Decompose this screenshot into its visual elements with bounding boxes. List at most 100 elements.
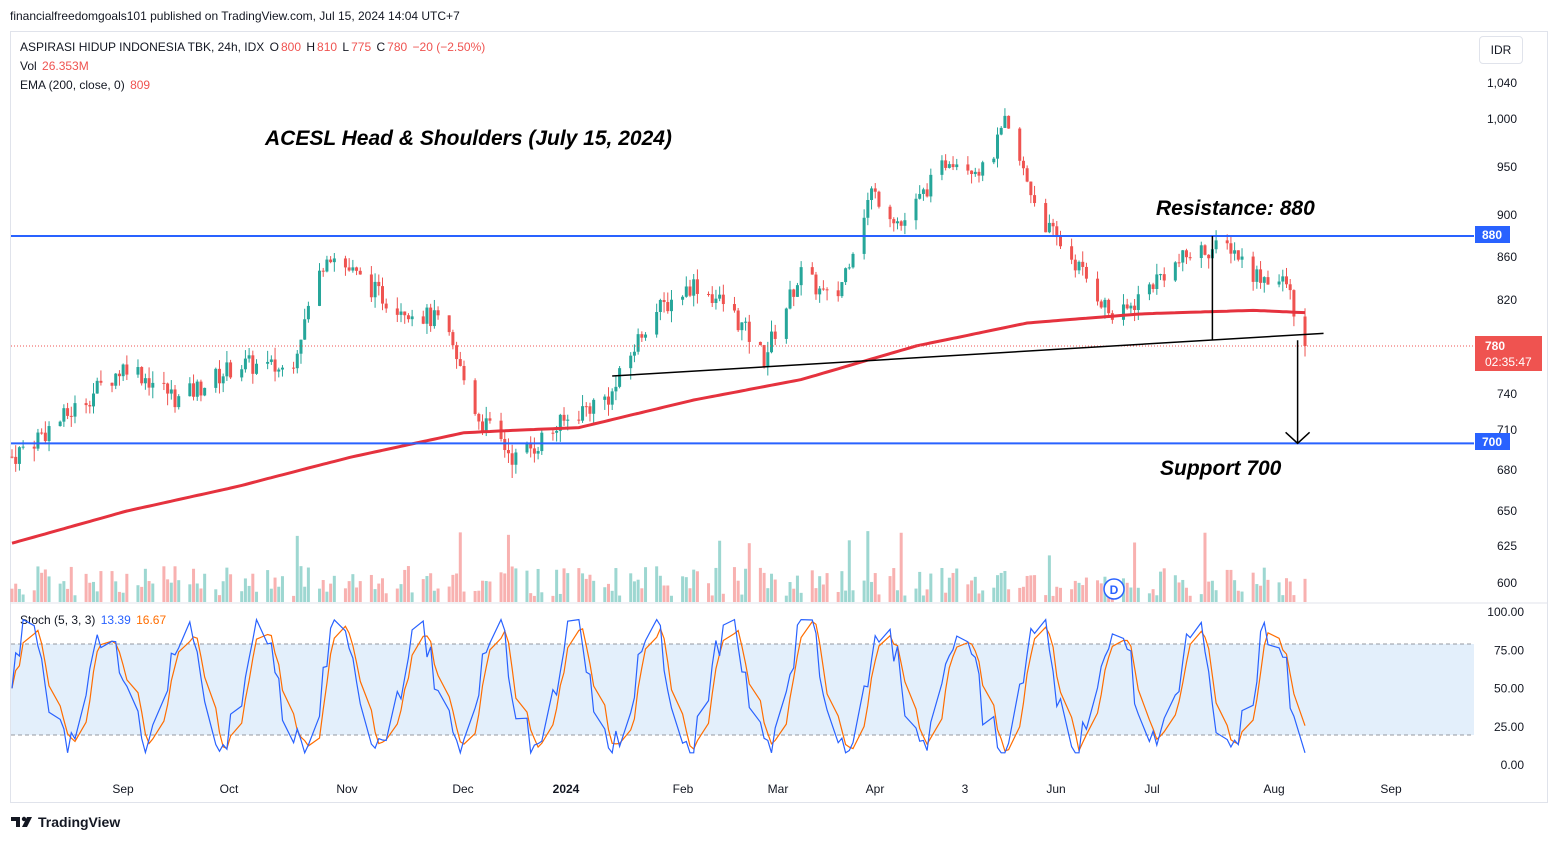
candle-body (1173, 262, 1177, 281)
time-tick-label: Apr (866, 782, 885, 796)
candle-body (1058, 236, 1062, 247)
candle-body (384, 303, 388, 309)
volume-bar (1077, 582, 1081, 602)
candle-body (88, 405, 92, 407)
candle-body (1044, 203, 1048, 233)
candle-body (47, 426, 51, 442)
volume-bar (810, 570, 814, 602)
symbol-name[interactable]: ASPIRASI HIDUP INDONESIA TBK, 24h, IDX (20, 40, 265, 54)
candle-body (43, 432, 47, 442)
volume-bar (688, 588, 692, 602)
stoch-k-value: 13.39 (100, 613, 131, 627)
candle-body (718, 294, 722, 299)
candle-body (1284, 276, 1288, 285)
volume-bar (47, 576, 51, 602)
candle-body (584, 406, 588, 408)
candle-body (292, 367, 296, 369)
volume-bar (173, 566, 177, 602)
candle-body (1051, 222, 1055, 227)
volume-bar (92, 581, 96, 602)
candle-body (14, 456, 18, 464)
volume-bar (1233, 580, 1237, 602)
volume-bar (1199, 594, 1203, 602)
candle-body (343, 258, 347, 268)
candle-body (69, 415, 73, 417)
candle-body (618, 368, 622, 387)
volume-bar (1081, 585, 1085, 602)
candle-body (1107, 299, 1111, 314)
stoch-tick-label: 100.00 (1487, 605, 1524, 619)
volume-bar (1281, 595, 1285, 602)
volume-bar (506, 534, 510, 602)
volume-bar (17, 588, 21, 602)
volume-bar (1214, 590, 1218, 602)
candle-body (1155, 274, 1159, 289)
volume-bar (99, 571, 103, 602)
volume-bar (510, 566, 514, 602)
candle-body (810, 267, 814, 275)
volume-bar (684, 577, 688, 602)
volume-bar (299, 566, 303, 602)
volume-bar (1151, 589, 1155, 602)
candle-body (203, 387, 207, 396)
volume-bar (1051, 595, 1055, 602)
candle-body (410, 316, 414, 320)
candle-body (1236, 250, 1240, 260)
volume-bar (1251, 572, 1255, 602)
volume-bar (1188, 595, 1192, 602)
candle-body (192, 383, 196, 397)
volume-bar (373, 589, 377, 602)
volume-bar (406, 566, 410, 602)
candle-body (644, 334, 648, 338)
volume-bar (269, 588, 273, 602)
volume-bar (251, 573, 255, 602)
volume-bar (243, 578, 247, 602)
volume-bar (69, 566, 73, 602)
ema-legend[interactable]: EMA (200, close, 0) 809 (20, 78, 151, 92)
volume-bar (895, 590, 899, 602)
close-value: 780 (387, 40, 408, 54)
candle-body (477, 413, 481, 422)
candle-body (614, 386, 618, 392)
candle-body (662, 300, 666, 303)
dividend-marker[interactable]: D (1103, 578, 1125, 600)
price-tick-label: 900 (1497, 208, 1517, 222)
candle-body (143, 378, 147, 384)
volume-bar (503, 573, 507, 602)
volume-bar (410, 592, 414, 602)
volume-bar (151, 583, 155, 602)
volume-bar (177, 580, 181, 602)
stoch-d-value: 16.67 (136, 613, 167, 627)
tradingview-footer[interactable]: TradingView (10, 814, 120, 830)
volume-bar (866, 531, 870, 602)
currency-button[interactable]: IDR (1479, 36, 1523, 64)
candle-body (536, 451, 540, 454)
volume-bar (1070, 589, 1074, 602)
volume-bar (303, 586, 307, 602)
candle-body (58, 421, 62, 427)
volume-bar (199, 588, 203, 602)
candle-body (973, 171, 977, 175)
candle-body (295, 353, 299, 369)
volume-bar (425, 576, 429, 602)
volume-bar (451, 574, 455, 602)
volume-bar (358, 581, 362, 602)
stoch-legend[interactable]: Stoch (5, 3, 3) 13.39 16.67 (20, 613, 167, 627)
candle-body (421, 316, 425, 324)
time-tick-label: Oct (220, 782, 239, 796)
price-tick-label: 740 (1497, 387, 1517, 401)
candle-body (1025, 168, 1029, 182)
candle-body (251, 355, 255, 374)
candle-body (870, 188, 874, 201)
volume-bar (195, 583, 199, 602)
volume-bar (618, 595, 622, 602)
volume-legend[interactable]: Vol 26.353M (20, 59, 89, 73)
candle-body (99, 380, 103, 383)
candle-body (166, 383, 170, 394)
annotations: ACESL Head & Shoulders (July 15, 2024) R… (264, 127, 1315, 480)
volume-bar (1033, 575, 1037, 602)
volume-bar (851, 590, 855, 602)
candle-body (1055, 226, 1059, 237)
candle-body (1133, 305, 1137, 311)
